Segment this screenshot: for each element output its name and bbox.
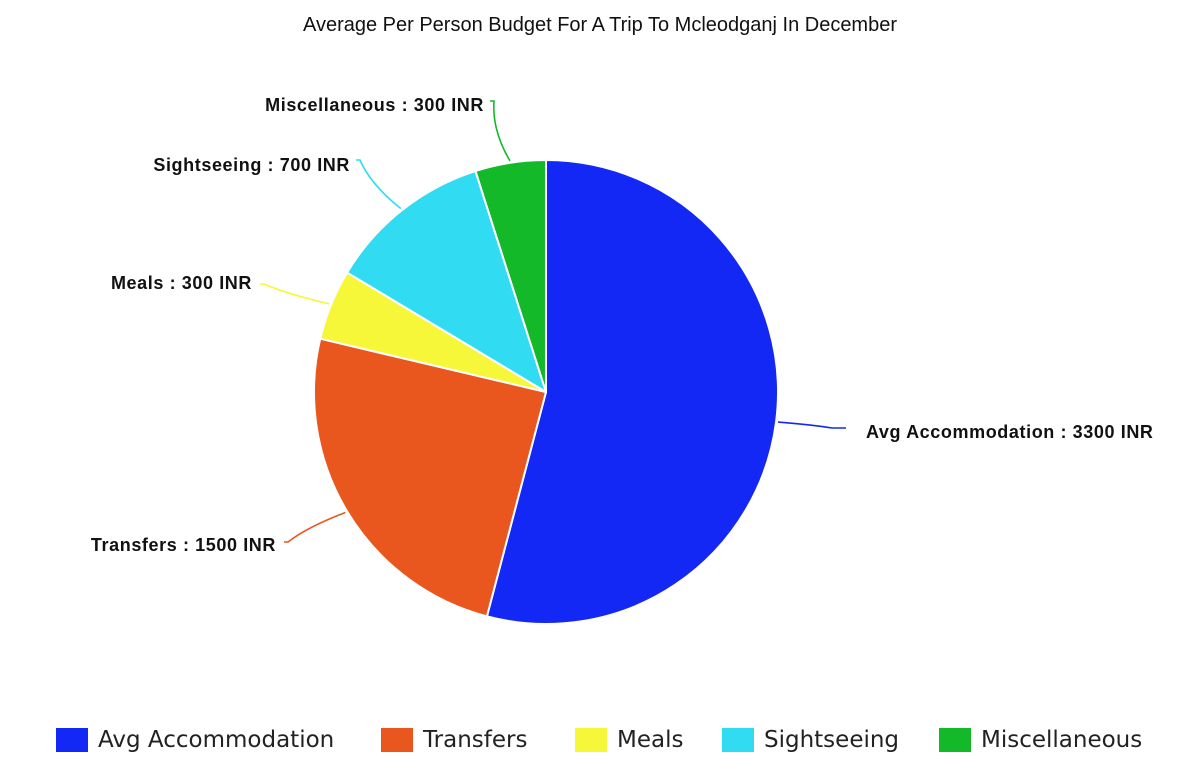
legend: Avg Accommodation Transfers Meals Sightseei…: [0, 722, 1200, 758]
slice-label-miscellaneous: Miscellaneous : 300 INR: [265, 95, 484, 115]
legend-label: Miscellaneous: [981, 727, 1143, 753]
pie-slice-transfers[interactable]: [313, 337, 547, 618]
slice-labels: Avg Accommodation : 3300 INR Transfers : …: [91, 95, 1154, 555]
legend-swatch: [56, 728, 88, 752]
connector-miscellaneous: [490, 100, 511, 162]
chart-title: Average Per Person Budget For A Trip To …: [302, 14, 898, 36]
pie-slices: [313, 159, 779, 625]
legend-item-miscellaneous[interactable]: Miscellaneous: [939, 722, 1142, 758]
legend-label: Sightseeing: [764, 727, 900, 753]
legend-item-meals[interactable]: Meals: [575, 722, 683, 758]
legend-label: Transfers: [423, 727, 528, 753]
legend-item-sightseeing[interactable]: Sightseeing: [722, 722, 899, 758]
pie-slice-miscellaneous[interactable]: [474, 159, 547, 393]
connector-avg-accommodation: [777, 421, 846, 429]
legend-item-avg-accommodation[interactable]: Avg Accommodation: [56, 722, 334, 758]
legend-swatch: [381, 728, 413, 752]
legend-item-transfers[interactable]: Transfers: [381, 722, 527, 758]
legend-swatch: [939, 728, 971, 752]
connector-sightseeing: [356, 159, 402, 210]
pie-slice-avg-accommodation[interactable]: [485, 159, 779, 625]
legend-label: Avg Accommodation: [98, 727, 335, 753]
legend-swatch: [722, 728, 754, 752]
legend-swatch: [575, 728, 607, 752]
pie-slice-sightseeing[interactable]: [346, 169, 547, 393]
slice-label-meals: Meals : 300 INR: [111, 273, 252, 293]
label-connectors: [260, 100, 846, 543]
legend-label: Meals: [617, 727, 684, 753]
slice-label-sightseeing: Sightseeing : 700 INR: [153, 155, 350, 175]
connector-transfers: [284, 511, 346, 543]
slice-label-avg-accommodation: Avg Accommodation : 3300 INR: [866, 422, 1154, 442]
connector-meals: [260, 283, 330, 305]
slice-label-transfers: Transfers : 1500 INR: [91, 535, 276, 555]
